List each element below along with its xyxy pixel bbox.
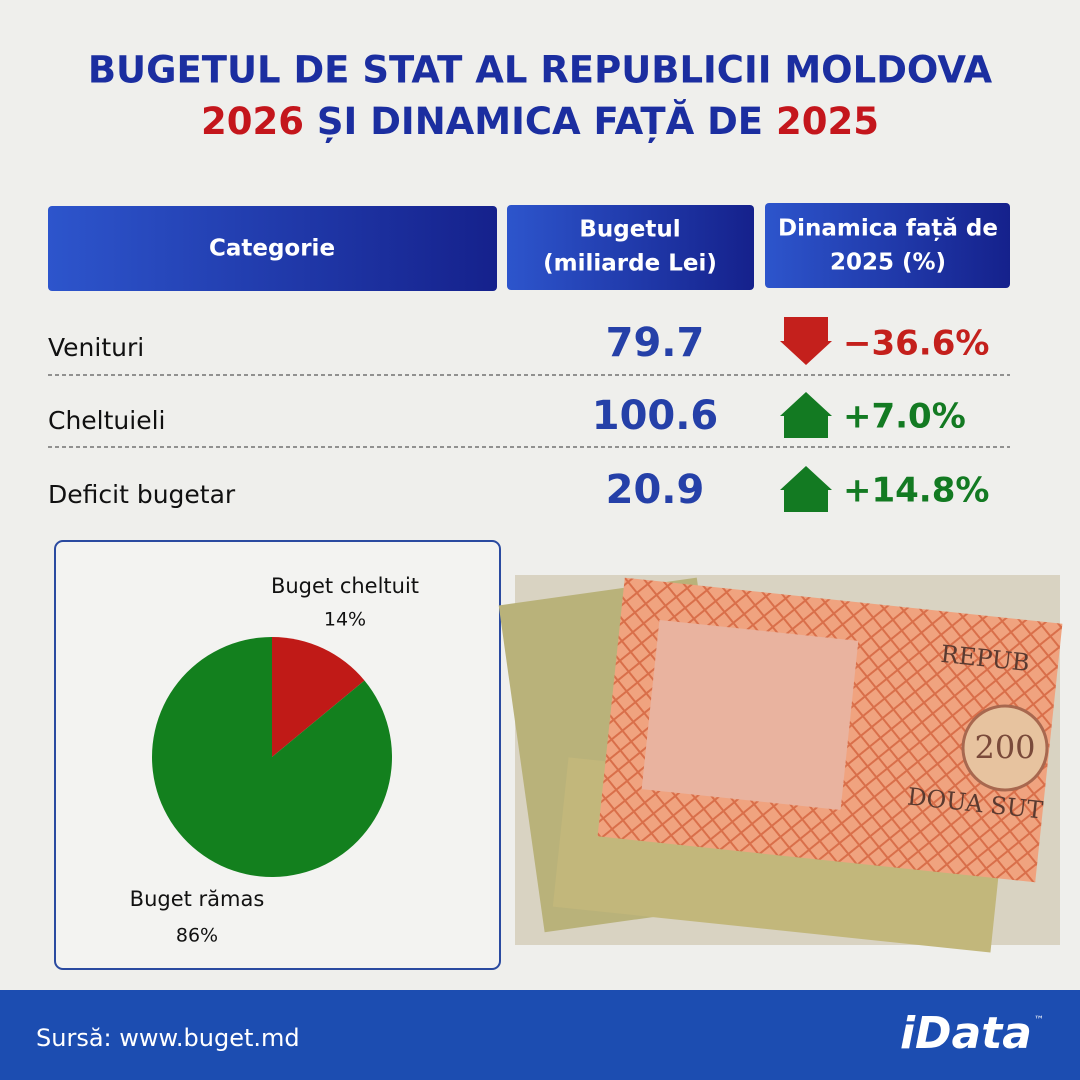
header: Bugetul: [579, 217, 680, 243]
source: Sursă: www.buget.md: [36, 1024, 300, 1052]
trend-arrow: [780, 466, 832, 512]
slice-value: 14%: [324, 609, 366, 631]
header-cell: [507, 205, 754, 290]
header: Dinamica față de: [778, 216, 998, 242]
header-cell: [48, 206, 497, 291]
header: Categorie: [209, 236, 335, 262]
title: BUGETUL DE STAT AL REPUBLICII MOLDOVA: [88, 49, 993, 92]
trend-arrow: [780, 392, 832, 438]
slice-value: 86%: [176, 925, 218, 947]
row-value: 20.9: [606, 467, 705, 513]
year: 2026: [201, 100, 304, 143]
header: (miliarde Lei): [543, 251, 717, 277]
pie-slice: [152, 637, 392, 877]
year: 2025: [776, 100, 879, 143]
trend-arrow: [780, 317, 832, 365]
row-change: −36.6%: [843, 324, 989, 364]
logo-tm: ™: [1034, 1015, 1044, 1026]
row-label: Deficit bugetar: [48, 480, 236, 509]
header-cell: [765, 203, 1010, 288]
logo: iData: [900, 1008, 1032, 1059]
pie-slice: [272, 637, 365, 757]
slice-label: Buget rămas: [130, 887, 265, 911]
row-label: Venituri: [48, 333, 144, 362]
footer-bar: [0, 990, 1080, 1080]
title-line2: 2026 ȘI DINAMICA FAȚĂ DE 2025: [201, 99, 879, 143]
row-change: +14.8%: [843, 471, 989, 511]
slice-label: Buget cheltuit: [271, 574, 419, 598]
title-middle: ȘI DINAMICA FAȚĂ DE: [304, 99, 776, 143]
svg-text:200: 200: [974, 729, 1035, 767]
row-value: 100.6: [592, 393, 719, 439]
header: 2025 (%): [830, 250, 946, 276]
row-value: 79.7: [606, 320, 705, 366]
banknotes-image: 200 REPUB DOUA SUT: [498, 575, 1063, 953]
row-change: +7.0%: [843, 397, 966, 437]
row-label: Cheltuieli: [48, 406, 166, 435]
